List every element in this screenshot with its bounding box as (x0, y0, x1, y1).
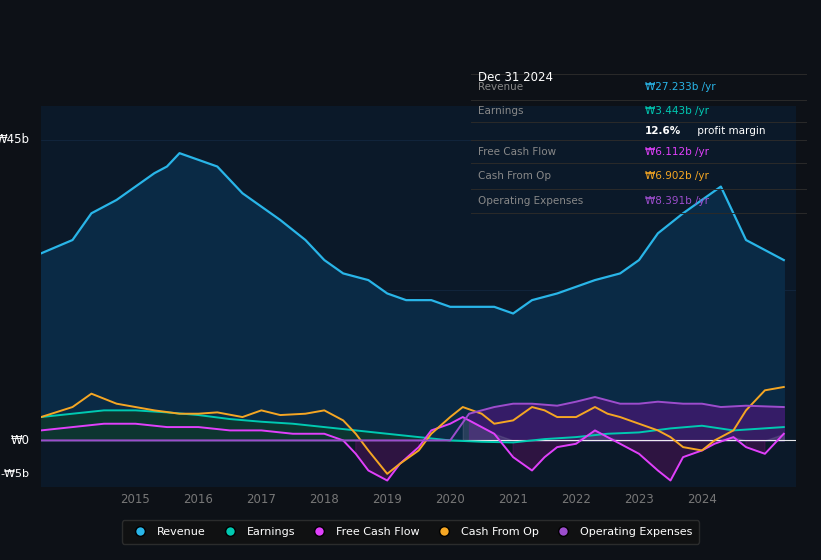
Text: Cash From Op: Cash From Op (478, 171, 551, 181)
Text: ₩45b: ₩45b (0, 133, 30, 146)
Text: Revenue: Revenue (478, 82, 523, 92)
Text: ₩27.233b /yr: ₩27.233b /yr (645, 82, 716, 92)
Text: Dec 31 2024: Dec 31 2024 (478, 71, 553, 83)
Legend: Revenue, Earnings, Free Cash Flow, Cash From Op, Operating Expenses: Revenue, Earnings, Free Cash Flow, Cash … (122, 520, 699, 544)
Text: ₩3.443b /yr: ₩3.443b /yr (645, 106, 709, 115)
Text: ₩6.112b /yr: ₩6.112b /yr (645, 147, 709, 157)
Text: ₩0: ₩0 (11, 434, 30, 447)
Text: Free Cash Flow: Free Cash Flow (478, 147, 556, 157)
Text: -₩5b: -₩5b (1, 469, 30, 479)
Text: Operating Expenses: Operating Expenses (478, 195, 583, 206)
Text: ₩6.902b /yr: ₩6.902b /yr (645, 171, 709, 181)
Text: profit margin: profit margin (695, 125, 766, 136)
Text: Earnings: Earnings (478, 106, 523, 115)
Text: 12.6%: 12.6% (645, 125, 681, 136)
Text: ₩8.391b /yr: ₩8.391b /yr (645, 195, 709, 206)
